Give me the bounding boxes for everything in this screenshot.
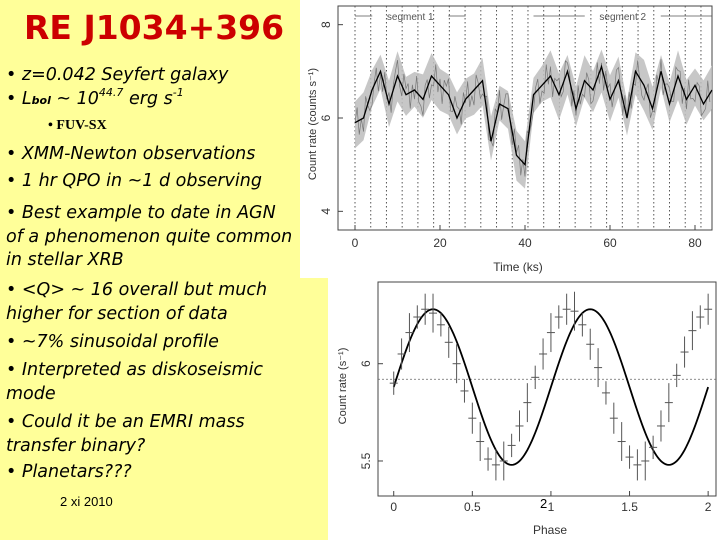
folded-x-tick-label: 2 (705, 500, 712, 514)
light-curve-y-tick-label: 8 (319, 21, 333, 28)
lum-unit-sup: -1 (172, 86, 184, 99)
folded-x-tick-label: 1.5 (621, 500, 638, 514)
folded-profile-chart: 0 0.5 1 1.5 2 5.5 6 Phase Count rate (s⁻¹) (328, 278, 720, 540)
light-curve-x-tick-label: 0 (352, 236, 359, 250)
light-curve-y-tick-label: 6 (319, 114, 333, 121)
light-curve-chart: segment 1 segment 2 0 20 40 60 80 4 6 8 Time (ks)… (300, 0, 720, 278)
bullet-qpo: • 1 hr QPO in ~1 d observing (6, 171, 262, 191)
text-panel (0, 0, 328, 540)
light-curve-y-label: Count rate (counts s⁻¹) (307, 68, 319, 180)
page-number: 2 (540, 496, 548, 511)
light-curve-x-tick-label: 60 (603, 236, 617, 250)
bullet-q-factor: • <Q> ~ 16 overall but much higher for s… (6, 280, 268, 324)
folded-profile-bg (328, 278, 720, 540)
lum-prefix: • L (6, 89, 32, 109)
light-curve-raw-line (354, 59, 711, 177)
bullet-luminosity: • Lbol ~ 1044.7 erg s-1 (6, 86, 296, 113)
folded-y-tick-label: 6 (359, 360, 373, 367)
lum-sup: 44.7 (98, 86, 124, 99)
light-curve-x-label: Time (ks) (493, 260, 543, 274)
lum-unit: erg s (123, 89, 173, 109)
folded-x-tick-label: 0.5 (464, 500, 481, 514)
fuv-sx-note: • FUV-SX (48, 118, 107, 133)
bullet-best-example: • Best example to date in AGN of a pheno… (6, 203, 293, 270)
bullet-planetars: • Planetars??? (6, 462, 132, 482)
folded-profile-y-label: Count rate (s⁻¹) (337, 348, 349, 425)
segment-label: segment 2 (599, 12, 646, 23)
segment-label: segment 1 (387, 12, 434, 23)
sinusoid-fit-line (392, 308, 709, 466)
light-curve-y-tick-label: 4 (319, 208, 333, 215)
bullet-observations: • XMM-Newton observations (6, 144, 256, 164)
light-curve-x-tick-label: 80 (688, 236, 702, 250)
bullet-redshift: • z=0.042 Seyfert galaxy (6, 65, 229, 85)
lum-mid: ~ 10 (50, 89, 99, 109)
folded-x-tick-label: 1 (548, 500, 555, 514)
light-curve-x-tick-label: 20 (433, 236, 447, 250)
bullet-diskoseismic: • Interpreted as diskoseismic mode (6, 360, 264, 404)
slide-title: RE J1034+396 (24, 8, 285, 47)
folded-y-tick-label: 5.5 (359, 452, 373, 469)
folded-profile-x-label: Phase (533, 523, 567, 537)
bullet-sinusoidal: • ~7% sinusoidal profile (6, 332, 219, 352)
light-curve-x-tick-label: 40 (518, 236, 532, 250)
folded-x-tick-label: 0 (390, 500, 397, 514)
folded-profile-frame (377, 281, 717, 497)
lum-sub: bol (31, 94, 51, 107)
light-curve-series-line (354, 64, 713, 167)
bullet-emri: • Could it be an EMRI mass transfer bina… (6, 412, 245, 456)
light-curve-error-band (355, 49, 712, 189)
footer-date: 2 xi 2010 (60, 494, 113, 509)
